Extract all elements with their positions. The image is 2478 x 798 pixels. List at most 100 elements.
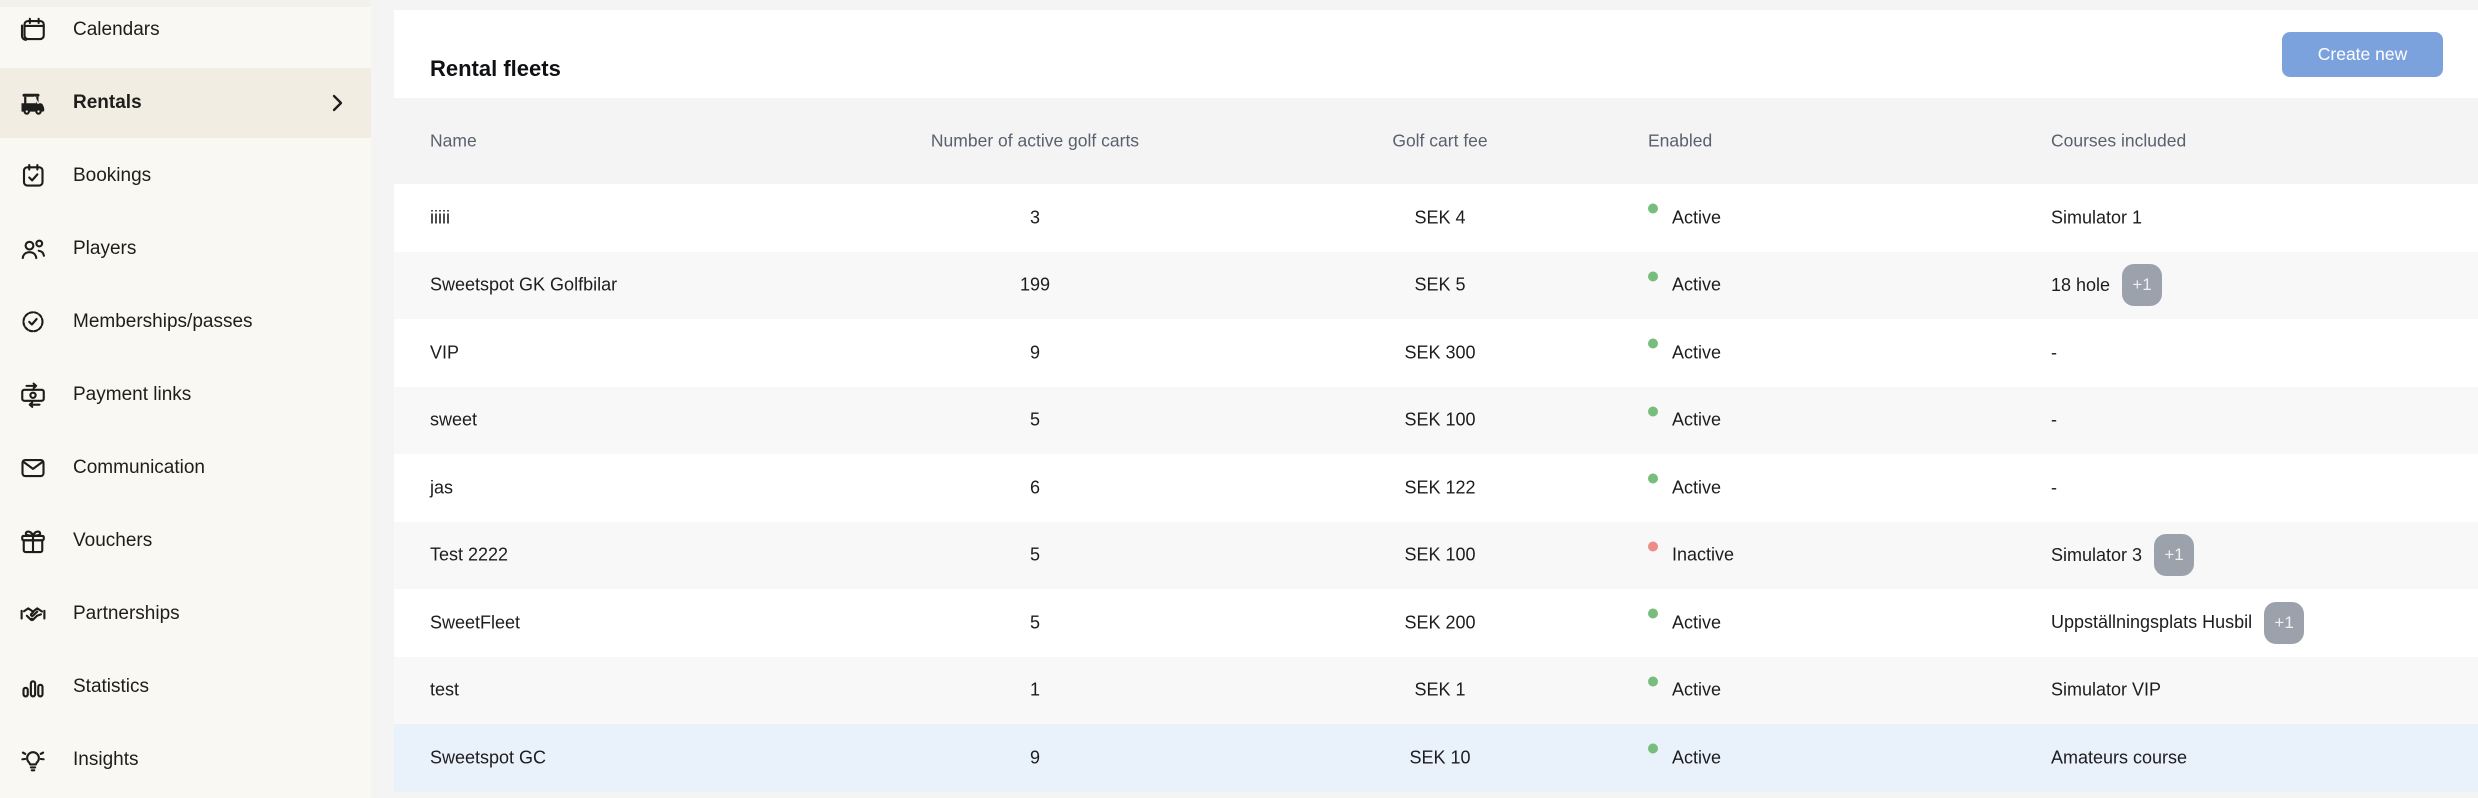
cell-name: Test 2222 xyxy=(430,544,509,565)
cell-courses-included: Uppställningsplats Husbil +1 xyxy=(2051,601,2305,644)
cell-active-golf-carts: 5 xyxy=(1029,544,1040,565)
sidebar-item-insights[interactable]: Insights xyxy=(0,725,371,795)
cell-enabled: Active xyxy=(1648,338,1722,363)
column-header-enabled: Enabled xyxy=(1648,130,1713,151)
table-row[interactable]: Sweetspot GK Golfbilar 199 SEK 5 Active … xyxy=(394,251,2478,319)
cell-golf-cart-fee: SEK 200 xyxy=(1404,612,1476,633)
courses-label: Simulator 3 xyxy=(2051,544,2143,565)
cell-courses-included: Simulator VIP xyxy=(2051,680,2161,701)
content-card: Rental fleets Create new Name Number of … xyxy=(394,10,2478,792)
sidebar-item-communication[interactable]: Communication xyxy=(0,433,371,503)
cell-golf-cart-fee: SEK 100 xyxy=(1404,409,1476,430)
sidebar-item-label: Partnerships xyxy=(73,603,180,624)
title-bar: Rental fleets Create new xyxy=(394,10,2478,98)
status-label: Inactive xyxy=(1672,544,1735,565)
table-row[interactable]: sweet 5 SEK 100 Active - xyxy=(394,386,2478,454)
courses-extra-badge: +1 xyxy=(2154,534,2195,577)
cell-enabled: Active xyxy=(1648,203,1722,228)
status-label: Active xyxy=(1672,342,1722,363)
table-row[interactable]: Test 2222 5 SEK 100 Inactive Simulator 3… xyxy=(394,521,2478,589)
cell-enabled: Inactive xyxy=(1648,541,1735,566)
cell-enabled: Active xyxy=(1648,676,1721,701)
sidebar-item-label: Insights xyxy=(73,749,139,770)
status-dot xyxy=(1648,338,1658,349)
bookings-calendar-check-icon xyxy=(18,161,48,191)
sidebar-item-partnerships[interactable]: Partnerships xyxy=(0,579,371,649)
cell-courses-included: Amateurs course xyxy=(2051,747,2187,768)
calendars-icon xyxy=(18,15,48,45)
cell-golf-cart-fee: SEK 5 xyxy=(1414,274,1466,295)
column-header-golf-cart-fee: Golf cart fee xyxy=(1392,130,1488,151)
sidebar-item-rentals[interactable]: Rentals xyxy=(0,68,371,138)
sidebar-item-label: Memberships/passes xyxy=(73,311,253,332)
cell-golf-cart-fee: SEK 100 xyxy=(1404,544,1476,565)
courses-extra-badge: +1 xyxy=(2122,264,2163,307)
sidebar-item-vouchers[interactable]: Vouchers xyxy=(0,506,371,576)
table-row[interactable]: SweetFleet 5 SEK 200 Active Uppställning… xyxy=(394,589,2478,657)
column-header-active-golf-carts: Number of active golf carts xyxy=(930,130,1140,151)
courses-label: Uppställningsplats Husbil xyxy=(2051,612,2253,633)
cell-golf-cart-fee: SEK 1 xyxy=(1414,679,1466,700)
status-dot xyxy=(1648,541,1658,552)
cell-name: Sweetspot GC xyxy=(430,747,547,768)
cell-active-golf-carts: 3 xyxy=(1029,207,1040,228)
courses-label: - xyxy=(2051,409,2057,430)
courses-label: 18 hole xyxy=(2051,274,2111,295)
sidebar-item-label: Payment links xyxy=(73,384,192,405)
payment-banknote-icon xyxy=(18,380,48,410)
courses-label: - xyxy=(2051,477,2057,498)
cell-enabled: Active xyxy=(1648,743,1722,768)
sidebar-item-players[interactable]: Players xyxy=(0,214,371,284)
golf-cart-icon xyxy=(18,88,48,118)
cell-active-golf-carts: 5 xyxy=(1029,612,1040,633)
cell-active-golf-carts: 6 xyxy=(1029,477,1040,498)
courses-label: Simulator VIP xyxy=(2051,679,2162,700)
sidebar-item-label: Bookings xyxy=(73,165,152,186)
page-title: Rental fleets xyxy=(430,55,561,81)
sidebar-item-memberships-passes[interactable]: Memberships/passes xyxy=(0,287,371,357)
courses-label: - xyxy=(2051,342,2057,363)
cell-name: iiiii xyxy=(430,207,450,228)
sidebar-item-calendars[interactable]: Calendars xyxy=(0,0,371,65)
sidebar-item-label: Statistics xyxy=(73,676,150,697)
cell-name: test xyxy=(430,679,460,700)
sidebar-item-statistics[interactable]: Statistics xyxy=(0,652,371,722)
cell-golf-cart-fee: SEK 300 xyxy=(1404,342,1476,363)
cell-name: VIP xyxy=(430,342,460,363)
insights-lightbulb-icon xyxy=(18,745,48,775)
courses-extra-badge: +1 xyxy=(2264,601,2305,644)
cell-enabled: Active xyxy=(1648,473,1722,498)
table-row[interactable]: VIP 9 SEK 300 Active - xyxy=(394,319,2478,387)
status-label: Active xyxy=(1672,612,1722,633)
status-dot xyxy=(1648,676,1658,687)
cell-courses-included: - xyxy=(2051,410,2057,431)
status-label: Active xyxy=(1672,747,1722,768)
cell-enabled: Active xyxy=(1648,608,1722,633)
cell-active-golf-carts: 9 xyxy=(1029,342,1040,363)
table-row[interactable]: Sweetspot GC 9 SEK 10 Active Amateurs co… xyxy=(394,724,2478,792)
status-dot xyxy=(1648,743,1658,754)
cell-golf-cart-fee: SEK 4 xyxy=(1414,207,1466,228)
table-row[interactable]: iiiii 3 SEK 4 Active Simulator 1 xyxy=(394,184,2478,252)
sidebar: Calendars Rentals Bookings Players Membe… xyxy=(0,0,371,798)
membership-badge-check-icon xyxy=(18,307,48,337)
status-dot xyxy=(1648,406,1658,417)
status-label: Active xyxy=(1672,477,1722,498)
cell-enabled: Active xyxy=(1648,271,1721,296)
create-new-button[interactable]: Create new xyxy=(2282,32,2443,77)
table-row[interactable]: test 1 SEK 1 Active Simulator VIP xyxy=(394,656,2478,724)
table-body: iiiii 3 SEK 4 Active Simulator 1 Sweetsp… xyxy=(394,184,2478,792)
cell-name: SweetFleet xyxy=(430,612,521,633)
sidebar-item-payment-links[interactable]: Payment links xyxy=(0,360,371,430)
table-row[interactable]: jas 6 SEK 122 Active - xyxy=(394,454,2478,522)
status-dot xyxy=(1648,271,1658,282)
courses-label: Simulator 1 xyxy=(2051,207,2143,228)
table-header-row: Name Number of active golf carts Golf ca… xyxy=(394,98,2478,184)
players-group-icon xyxy=(18,234,48,264)
status-label: Active xyxy=(1672,207,1722,228)
sidebar-item-label: Vouchers xyxy=(73,530,153,551)
status-dot xyxy=(1648,203,1658,214)
sidebar-item-bookings[interactable]: Bookings xyxy=(0,141,371,211)
sidebar-item-label: Rentals xyxy=(73,92,142,113)
cell-name: Sweetspot GK Golfbilar xyxy=(430,274,618,295)
